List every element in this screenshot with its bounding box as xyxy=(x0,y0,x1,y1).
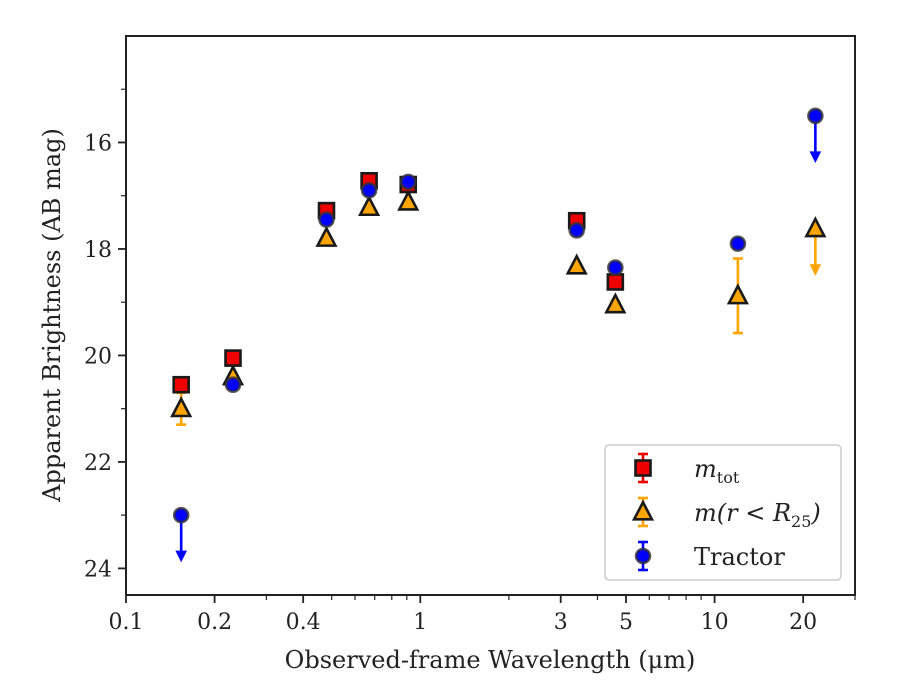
mtot-point xyxy=(606,273,625,291)
y-tick-label: 22 xyxy=(84,451,112,476)
mr25-point xyxy=(170,396,193,418)
x-axis-label: Observed-frame Wavelength (μm) xyxy=(285,646,696,674)
x-tick-label: 0.1 xyxy=(109,610,144,635)
series-square xyxy=(172,172,625,394)
mr25-point xyxy=(604,292,627,314)
mr25-point xyxy=(726,283,749,305)
y-tick-label: 16 xyxy=(84,131,112,156)
tractor-point xyxy=(224,376,242,394)
tractor-point xyxy=(318,211,335,228)
y-axis-label: Apparent Brightness (AB mag) xyxy=(38,128,66,503)
upper-limit-arrow xyxy=(175,550,187,563)
legend-label: mtot xyxy=(694,455,740,487)
tractor-point xyxy=(729,235,747,252)
tractor-point xyxy=(807,107,824,125)
tractor-point xyxy=(360,182,378,199)
legend-label: Tractor xyxy=(694,543,785,571)
x-tick-label: 5 xyxy=(619,610,633,635)
mr25-point xyxy=(315,225,338,247)
x-tick-label: 3 xyxy=(554,610,568,635)
mr25-point xyxy=(565,253,588,275)
mr25-point xyxy=(397,189,420,211)
y-tick-label: 18 xyxy=(84,238,112,263)
mr25-point xyxy=(358,194,381,217)
x-tick-label: 10 xyxy=(701,610,729,635)
x-tick-label: 20 xyxy=(789,610,817,635)
tractor-point xyxy=(399,173,417,191)
legend-marker-circle xyxy=(634,547,652,565)
mtot-point xyxy=(224,349,242,367)
legend-marker-square xyxy=(634,459,652,477)
plot-frame xyxy=(125,35,856,596)
legend-label: m(r < R25) xyxy=(694,499,821,531)
tractor-point xyxy=(568,222,586,239)
y-tick-label: 24 xyxy=(84,557,112,582)
data-marks xyxy=(170,107,827,563)
tractor-point xyxy=(172,506,190,524)
series-circle xyxy=(172,107,824,563)
legend: mtot m(r < R25) Tractor xyxy=(604,444,842,581)
x-tick-label: 0.4 xyxy=(286,610,321,635)
legend-marker-triangle xyxy=(631,499,655,521)
upper-limit-arrow xyxy=(809,151,822,163)
x-tick-label: 0.2 xyxy=(197,610,232,635)
axis-ticks: 0.1 0.2 0.4 1 3 5 10 20 16 18 20 22 24 xyxy=(84,88,856,635)
tractor-point xyxy=(607,259,624,276)
upper-limit-arrow xyxy=(809,264,822,276)
mr25-point xyxy=(804,216,827,238)
x-tick-label: 1 xyxy=(413,610,427,635)
series-triangle xyxy=(170,189,827,426)
mtot-point xyxy=(172,375,190,394)
y-tick-label: 20 xyxy=(84,344,112,369)
legend-box xyxy=(604,444,842,581)
